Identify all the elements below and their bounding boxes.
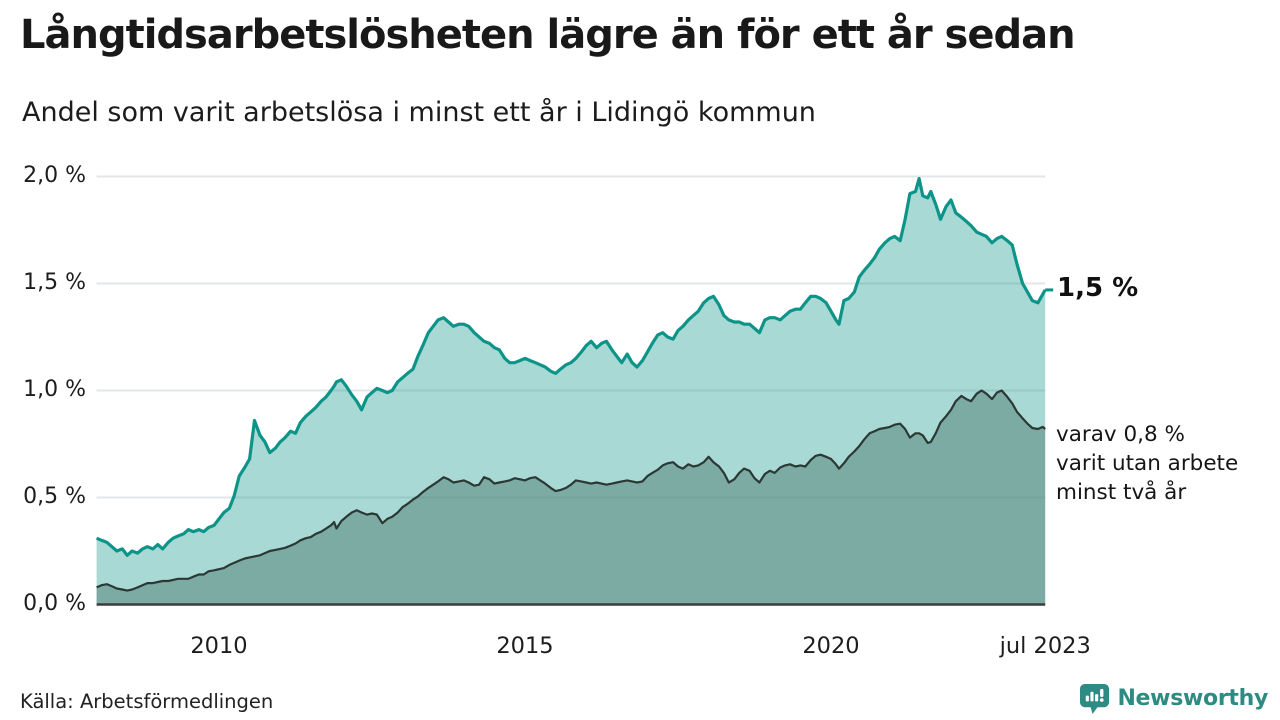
x-tick-label: 2010 xyxy=(190,633,248,659)
two-year-annotation-line: varav 0,8 % xyxy=(1056,422,1185,447)
x-tick-label: jul 2023 xyxy=(999,633,1091,659)
line-unemployed-one-year xyxy=(95,177,1047,557)
source-attribution: Källa: Arbetsförmedlingen xyxy=(20,690,274,713)
y-tick-label: 0,0 % xyxy=(23,590,86,616)
y-tick-label: 1,0 % xyxy=(23,376,86,402)
latest-total-annotation: 1,5 % xyxy=(1057,273,1139,303)
x-tick-label: 2020 xyxy=(802,633,860,659)
two-year-annotation-line: minst två år xyxy=(1056,480,1187,505)
area-unemployed-two-years xyxy=(96,390,1046,605)
line-unemployed-two-years xyxy=(96,389,1046,592)
newsworthy-wordmark: Newsworthy xyxy=(1117,686,1268,711)
y-tick-label: 1,5 % xyxy=(23,269,86,295)
bar-chart-speech-bubble-icon xyxy=(1080,683,1110,714)
page-title: Långtidsarbetslösheten lägre än för ett … xyxy=(20,12,1076,58)
page-subtitle: Andel som varit arbetslösa i minst ett å… xyxy=(22,97,816,128)
newsworthy-logo[interactable]: Newsworthy xyxy=(1079,683,1268,714)
y-tick-label: 0,5 % xyxy=(23,483,86,509)
x-tick-label: 2015 xyxy=(496,633,554,659)
two-year-annotation-line: varit utan arbete xyxy=(1056,451,1239,476)
y-tick-label: 2,0 % xyxy=(23,162,86,188)
two-year-annotation: varav 0,8 % varit utan arbete minst två år xyxy=(1056,420,1238,507)
